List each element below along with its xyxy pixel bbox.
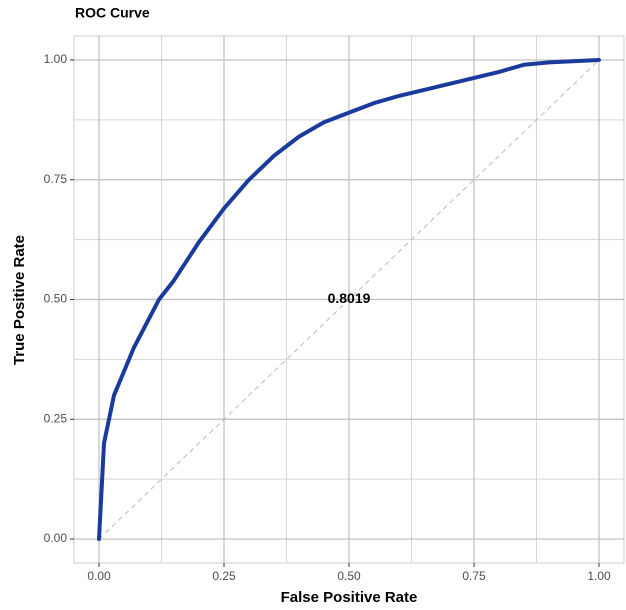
x-tick-label: 0.00 [87,569,111,583]
chart-title: ROC Curve [75,5,150,21]
y-tick-label: 0.00 [44,531,68,545]
y-tick-label: 0.25 [44,411,68,425]
y-tick-label: 0.75 [44,172,68,186]
x-tick-label: 0.50 [337,569,361,583]
annotation: 0.8019 [328,290,371,306]
roc-line [97,57,601,542]
x-tick-label: 1.00 [587,569,611,583]
y-axis-title: True Positive Rate [11,235,28,365]
y-tick-label: 0.50 [44,292,68,306]
x-tick-label: 0.25 [212,569,236,583]
y-tick-label: 1.00 [44,52,68,66]
x-axis-title: False Positive Rate [281,589,418,606]
reference-line [98,59,600,540]
x-tick-label: 0.75 [462,569,486,583]
